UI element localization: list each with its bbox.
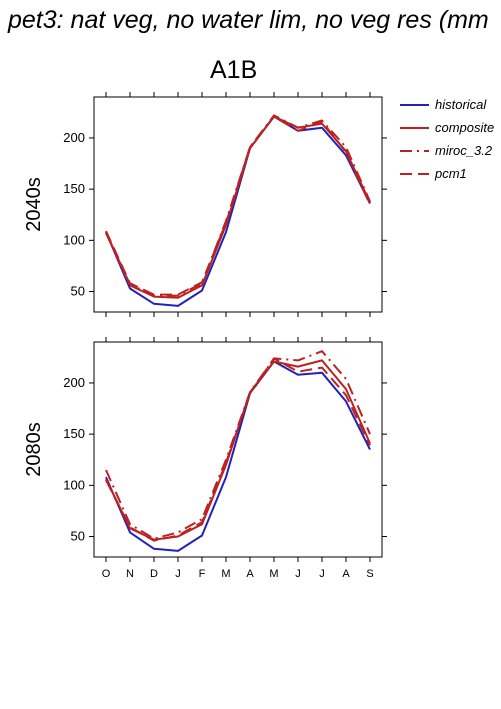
- period-label: 2080s: [23, 422, 45, 477]
- chart-title: pet3: nat veg, no water lim, no veg res …: [8, 6, 489, 34]
- y-tick-label: 200: [63, 375, 85, 390]
- series-line-pcm1: [105, 357, 371, 542]
- series-line-composite: [105, 359, 371, 541]
- y-tick-label: 50: [71, 284, 85, 299]
- legend-label: composite: [435, 120, 494, 135]
- panels: 50 100 150 200 2040s 50 100 150 200 O N D J F M A M J J A S 2…: [23, 92, 387, 580]
- series-line-miroc-3-2: [105, 114, 371, 297]
- x-tick-label: M: [269, 568, 278, 580]
- x-tick-label: S: [366, 568, 373, 580]
- x-tick-label: D: [150, 568, 158, 580]
- legend-label: historical: [435, 97, 487, 112]
- scenario-title: A1B: [210, 56, 258, 84]
- legend-item: pcm1: [400, 166, 467, 181]
- x-tick-label: N: [126, 568, 134, 580]
- series-line-miroc-3-2: [105, 350, 371, 540]
- x-tick-label: A: [246, 568, 254, 580]
- series-line-historical: [105, 115, 371, 307]
- legend-item: composite: [400, 120, 494, 135]
- panel-2040s: 50 100 150 200 2040s: [23, 92, 387, 317]
- series-line-pcm1: [105, 115, 371, 296]
- series-line-composite: [105, 115, 371, 299]
- y-tick-label: 200: [63, 130, 85, 145]
- legend: historical composite miroc_3.2 pcm1: [400, 97, 494, 181]
- legend-item: miroc_3.2: [400, 143, 493, 158]
- period-label: 2040s: [23, 177, 45, 232]
- y-tick-label: 100: [63, 232, 85, 247]
- y-tick-label: 50: [71, 529, 85, 544]
- x-tick-label: J: [319, 568, 325, 580]
- x-tick-label: J: [295, 568, 301, 580]
- panel-2080s: 50 100 150 200 O N D J F M A M J J A S 2080s: [23, 337, 387, 580]
- x-tick-label: F: [199, 568, 206, 580]
- legend-item: historical: [400, 97, 487, 112]
- x-tick-label: A: [342, 568, 350, 580]
- panel-frame: [93, 96, 383, 313]
- panel-frame: [93, 341, 383, 558]
- x-tick-label: O: [102, 568, 111, 580]
- x-tick-label: J: [175, 568, 181, 580]
- legend-label: miroc_3.2: [435, 143, 493, 158]
- y-tick-label: 150: [63, 181, 85, 196]
- legend-label: pcm1: [434, 166, 467, 181]
- x-tick-label: M: [221, 568, 230, 580]
- y-tick-label: 100: [63, 477, 85, 492]
- y-tick-label: 150: [63, 426, 85, 441]
- series-line-historical: [105, 360, 371, 552]
